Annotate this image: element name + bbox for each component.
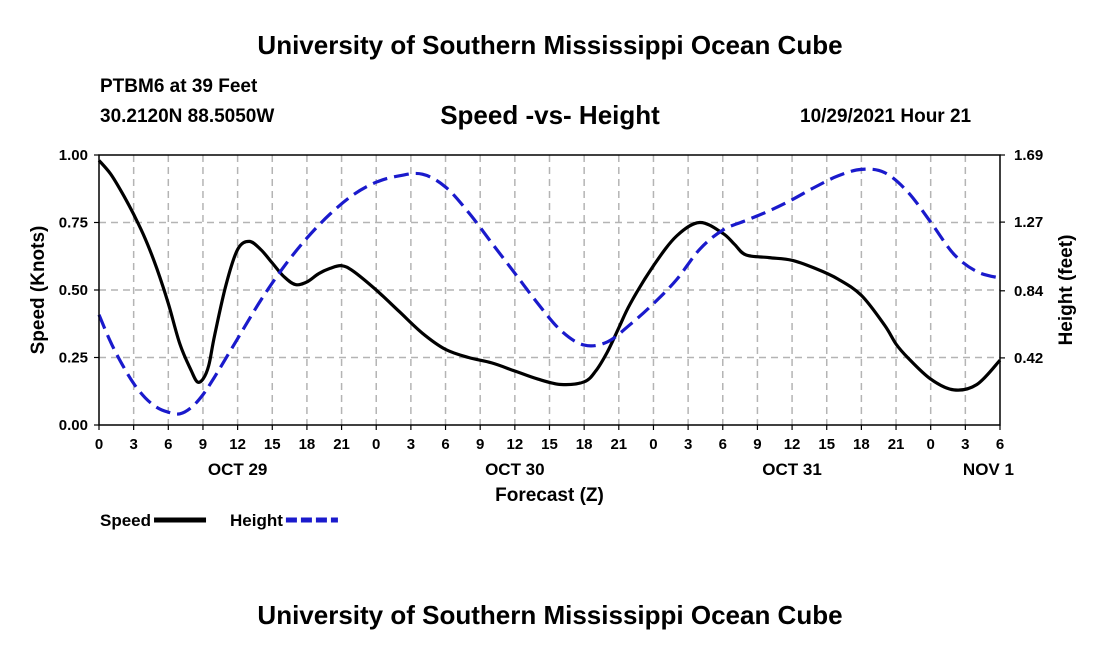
y2-tick-label: 0.84 [1014,283,1044,300]
y2-tick-label: 0.42 [1014,350,1043,367]
x-tick-label: 9 [753,436,761,453]
legend-label: Speed [100,511,151,530]
x-tick-label: 21 [888,436,905,453]
chart-title: Speed -vs- Height [440,100,660,130]
x-tick-label: 12 [784,436,801,453]
x-tick-label: 6 [441,436,449,453]
x-tick-label: 18 [299,436,316,453]
y-axis-title: Speed (Knots) [28,226,49,355]
x-tick-label: 12 [229,436,246,453]
x-tick-label: 6 [164,436,172,453]
x-axis-title: Forecast (Z) [495,485,604,506]
y2-tick-label: 1.27 [1014,214,1043,231]
x-tick-label: 3 [684,436,692,453]
x-tick-label: 0 [649,436,657,453]
x-tick-label: 3 [129,436,137,453]
x-tick-label: 15 [541,436,558,453]
axis-labels: 0 3 6 9 12 15 18 21 0 3 6 9 12 15 18 21 0 3 6 9 12 15 18 21 0 3 6 0… [28,147,1077,506]
forecast-datetime: 10/29/2021 Hour 21 [800,106,972,127]
day-label: OCT 31 [762,460,822,479]
series-lines [97,159,1002,416]
axis-ticks [94,154,1005,430]
x-tick-label: 9 [476,436,484,453]
plot-frame [98,154,1001,426]
legend: Speed Height [100,511,338,530]
x-tick-label: 6 [996,436,1004,453]
x-tick-label: 0 [372,436,380,453]
y-tick-label: 0.25 [59,350,88,367]
x-tick-label: 0 [927,436,935,453]
series-height-line [97,167,1001,416]
y-tick-label: 0.50 [59,282,88,299]
x-tick-label: 3 [961,436,969,453]
x-tick-label: 3 [407,436,415,453]
grid-lines [99,155,1000,425]
x-tick-label: 21 [333,436,350,453]
y-tick-label: 0.00 [59,417,88,434]
x-tick-label: 18 [853,436,870,453]
x-tick-label: 21 [610,436,627,453]
series-speed-line [97,159,1002,392]
x-tick-label: 15 [818,436,835,453]
x-tick-label: 9 [199,436,207,453]
station-label: PTBM6 at 39 Feet [100,76,258,97]
legend-label: Height [230,511,283,530]
footer-title: University of Southern Mississippi Ocean… [257,600,843,630]
day-label: OCT 29 [208,460,268,479]
x-tick-label: 6 [719,436,727,453]
coordinates-label: 30.2120N 88.5050W [100,106,275,127]
x-tick-label: 0 [95,436,103,453]
page-title: University of Southern Mississippi Ocean… [257,30,843,60]
x-tick-label: 18 [576,436,593,453]
y2-axis-title: Height (feet) [1056,235,1077,346]
x-tick-label: 12 [507,436,524,453]
x-tick-label: 15 [264,436,281,453]
day-label: NOV 1 [963,460,1014,479]
day-label: OCT 30 [485,460,545,479]
y-tick-label: 1.00 [59,147,88,164]
y-tick-label: 0.75 [59,215,88,232]
y2-tick-label: 1.69 [1014,147,1043,164]
